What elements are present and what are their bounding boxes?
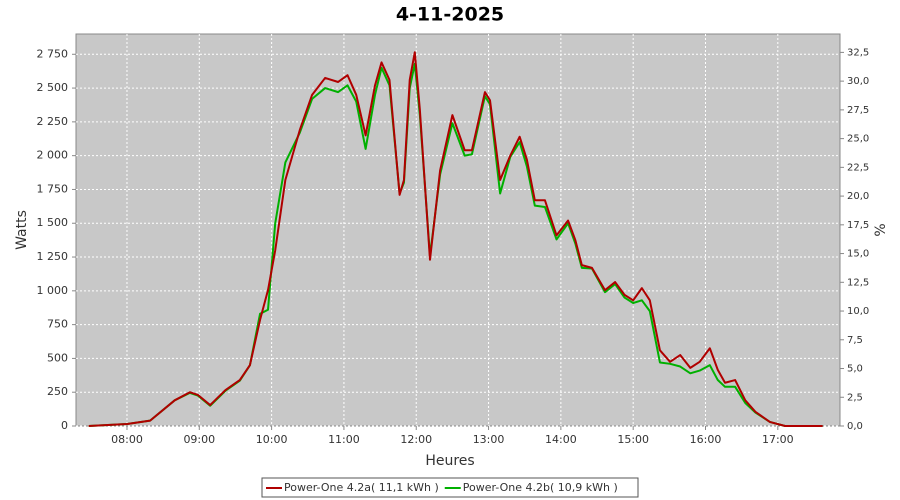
y2-tick-label: 0,0 (847, 421, 863, 432)
y-tick-label: 1 250 (37, 250, 69, 263)
y-tick-label: 2 500 (37, 81, 69, 94)
legend-label: Power-One 4.2a( 11,1 kWh ) (284, 481, 439, 494)
x-tick-label: 13:00 (473, 433, 505, 446)
legend-label: Power-One 4.2b( 10,9 kWh ) (463, 481, 618, 494)
y2-tick-label: 27,5 (847, 105, 869, 116)
x-axis-label: Heures (425, 453, 474, 469)
y2-tick-label: 12,5 (847, 277, 869, 288)
y-tick-label: 1 500 (37, 216, 69, 229)
x-tick-label: 16:00 (690, 433, 722, 446)
x-tick-label: 15:00 (617, 433, 649, 446)
y-tick-label: 2 000 (37, 149, 69, 162)
y2-tick-label: 25,0 (847, 134, 869, 145)
y2-tick-label: 10,0 (847, 306, 869, 317)
y-tick-label: 1 000 (37, 284, 69, 297)
y-tick-label: 2 750 (37, 47, 69, 60)
y-tick-label: 750 (47, 318, 68, 331)
y2-tick-label: 15,0 (847, 249, 869, 260)
x-tick-label: 09:00 (183, 433, 215, 446)
x-tick-label: 17:00 (762, 433, 794, 446)
plot-area (75, 33, 841, 427)
y-tick-label: 2 250 (37, 115, 69, 128)
y2-tick-label: 5,0 (847, 364, 863, 375)
y2-tick-label: 7,5 (847, 335, 863, 346)
y-tick-label: 1 750 (37, 182, 69, 195)
y2-tick-label: 32,5 (847, 47, 869, 58)
y2-tick-label: 2,5 (847, 392, 863, 403)
x-tick-label: 14:00 (545, 433, 577, 446)
x-tick-label: 08:00 (111, 433, 143, 446)
y2-tick-label: 17,5 (847, 220, 869, 231)
y-tick-label: 0 (61, 419, 68, 432)
y-tick-label: 500 (47, 351, 68, 364)
chart-title: 4-11-2025 (396, 4, 504, 26)
x-tick-label: 12:00 (400, 433, 432, 446)
x-tick-label: 11:00 (328, 433, 360, 446)
y2-tick-label: 20,0 (847, 191, 869, 202)
y2-tick-label: 22,5 (847, 162, 869, 173)
y2-tick-label: 30,0 (847, 76, 869, 87)
y-tick-label: 250 (47, 385, 68, 398)
y2-axis-label: % (873, 223, 889, 236)
series-line (88, 62, 823, 427)
x-tick-label: 10:00 (256, 433, 288, 446)
y-axis-label: Watts (14, 210, 30, 250)
series-line (88, 51, 823, 427)
